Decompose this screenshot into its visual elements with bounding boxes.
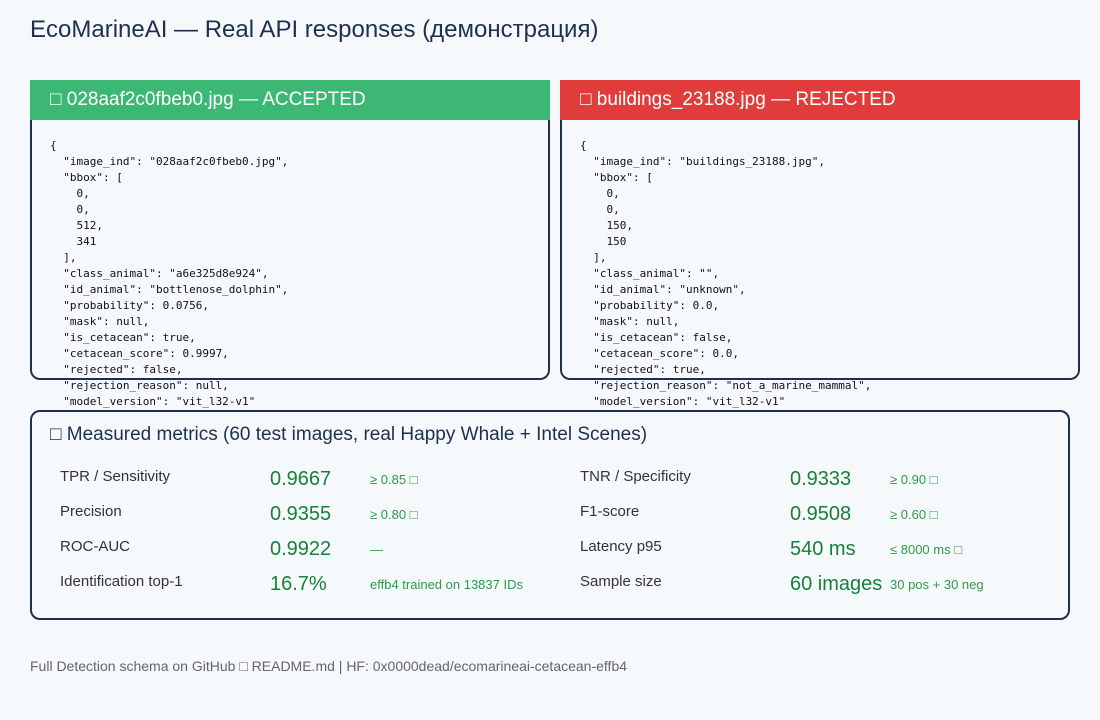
card-header: □ buildings_23188.jpg — REJECTED xyxy=(560,80,1080,120)
metrics-title: □ Measured metrics (60 test images, real… xyxy=(50,424,648,445)
response-card: □ buildings_23188.jpg — REJECTED { "imag… xyxy=(560,80,1080,408)
json-code: { "image_ind": "buildings_23188.jpg", "b… xyxy=(580,139,872,408)
metric-label: TNR / Specificity xyxy=(580,468,691,485)
metric-value: 16.7% xyxy=(270,573,327,595)
metric-value: 60 images xyxy=(790,573,883,595)
metric-value: 0.9667 xyxy=(270,468,332,490)
card-body: { "image_ind": "buildings_23188.jpg", "b… xyxy=(560,120,1080,408)
metric-value: 0.9508 xyxy=(790,503,852,525)
metric-value: 0.9333 xyxy=(790,468,852,490)
metric-note: — xyxy=(370,542,383,557)
page-title: EcoMarineAI — Real API responses (демонс… xyxy=(30,16,599,43)
response-card: □ 028aaf2c0fbeb0.jpg — ACCEPTED { "image… xyxy=(30,80,550,408)
metric-label: Latency p95 xyxy=(580,538,662,555)
metric-label: Sample size xyxy=(580,573,662,590)
metrics-card: □ Measured metrics (60 test images, real… xyxy=(30,410,1070,620)
metric-label: TPR / Sensitivity xyxy=(60,468,171,485)
json-code: { "image_ind": "028aaf2c0fbeb0.jpg", "bb… xyxy=(50,139,289,408)
metric-value: 540 ms xyxy=(790,538,856,560)
metric-label: F1-score xyxy=(580,503,640,520)
metric-note: ≥ 0.90 □ xyxy=(890,472,938,487)
metric-note: ≥ 0.60 □ xyxy=(890,507,938,522)
footer: Full Detection schema on GitHub □ README… xyxy=(30,658,628,674)
metric-label: Precision xyxy=(60,503,122,520)
metric-value: 0.9922 xyxy=(270,538,332,560)
metric-note: effb4 trained on 13837 IDs xyxy=(370,577,523,592)
metric-note: 30 pos + 30 neg xyxy=(890,577,984,592)
card-header: □ 028aaf2c0fbeb0.jpg — ACCEPTED xyxy=(30,80,550,120)
metric-label: Identification top-1 xyxy=(60,573,183,590)
card-body: { "image_ind": "028aaf2c0fbeb0.jpg", "bb… xyxy=(30,120,550,408)
metric-note: ≥ 0.80 □ xyxy=(370,507,418,522)
metric-value: 0.9355 xyxy=(270,503,332,525)
metric-label: ROC-AUC xyxy=(60,538,130,555)
metric-note: ≤ 8000 ms □ xyxy=(890,542,963,557)
metric-note: ≥ 0.85 □ xyxy=(370,472,418,487)
